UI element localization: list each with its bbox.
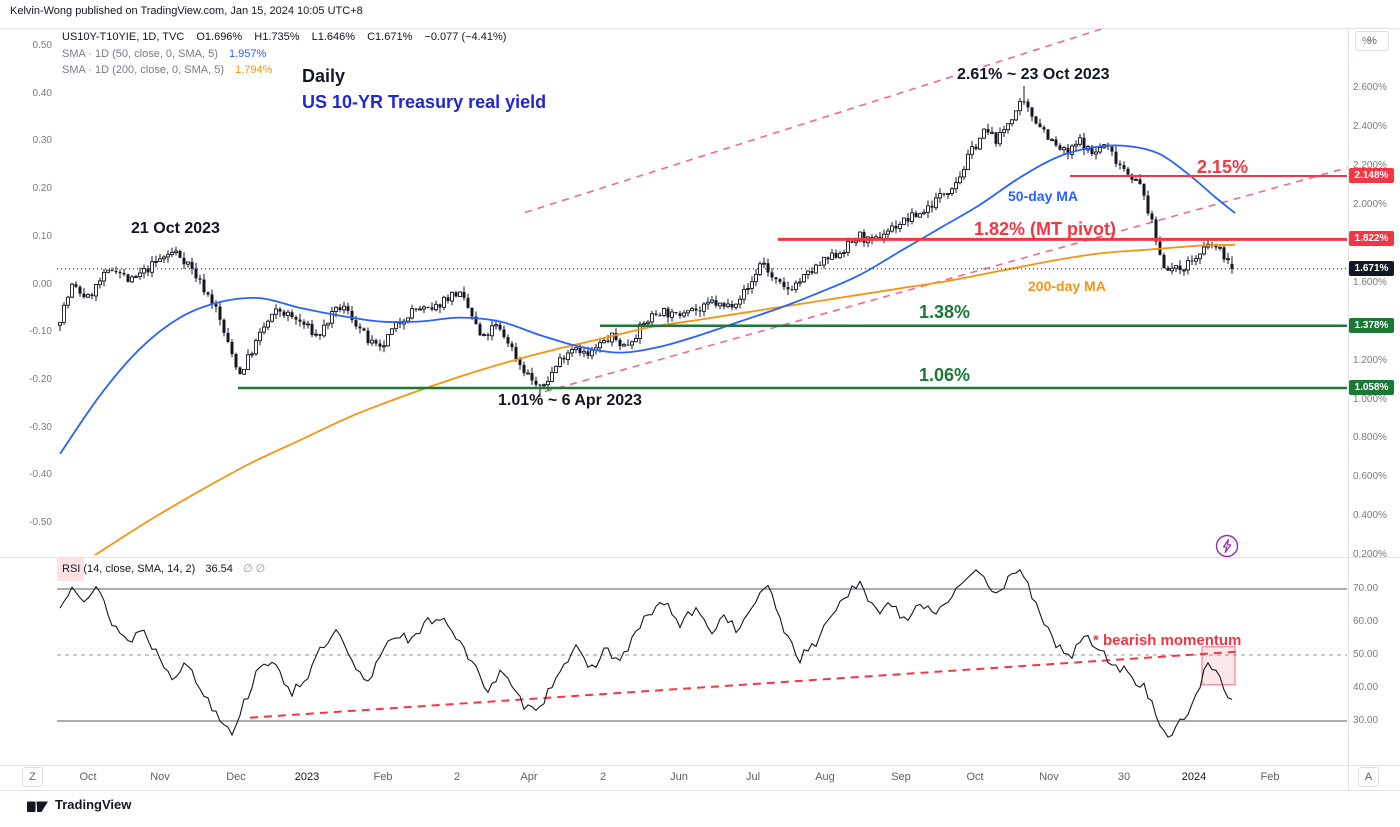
rsi-legend-label: RSI (14, close, SMA, 14, 2)	[62, 563, 196, 575]
sma200-legend[interactable]: SMA · 1D (200, close, 0, SMA, 5) 1.794%	[62, 64, 272, 76]
change-value: −0.077 (−4.41%)	[424, 31, 507, 43]
lightning-bolt-icon	[1215, 534, 1239, 558]
sma50-label: SMA · 1D (50, close, 0, SMA, 5)	[62, 48, 218, 60]
flash-button[interactable]	[1215, 534, 1239, 558]
left-scale-tick: 0.50	[32, 40, 52, 51]
annotation-daily: Daily	[302, 66, 346, 86]
main-pane-layer	[57, 29, 1347, 556]
annotation-support-1-38: 1.38%	[919, 302, 971, 322]
sma50-value: 1.957%	[228, 48, 267, 60]
time-label: 2	[599, 771, 607, 783]
divider-panes	[0, 557, 1400, 558]
publisher-line: Kelvin-Wong published on TradingView.com…	[10, 5, 363, 17]
annotation-support-1-06: 1.06%	[919, 365, 971, 385]
rsi-value: 36.54	[205, 563, 233, 575]
price-tick: 0.800%	[1353, 432, 1387, 443]
left-scale-tick: 0.40	[32, 88, 52, 99]
time-label: Jul	[745, 771, 761, 783]
annotation-chart-title: US 10-YR Treasury real yield	[302, 92, 547, 112]
ohlc-high: H1.735%	[254, 31, 300, 43]
annotation-left-peak-date: 21 Oct 2023	[131, 220, 220, 237]
sma200-label: SMA · 1D (200, close, 0, SMA, 5)	[62, 64, 225, 76]
time-label: Nov	[1039, 771, 1059, 783]
divider-footer	[0, 790, 1400, 791]
price-tick: 0.400%	[1353, 510, 1387, 521]
time-label: Oct	[79, 771, 97, 783]
tradingview-logo-icon	[27, 801, 48, 812]
price-tick: 2.600%	[1353, 82, 1387, 93]
divider-price-axis	[1348, 28, 1349, 790]
time-label: Dec	[226, 771, 246, 783]
left-scale-tick: 0.00	[32, 279, 52, 290]
ohlc-close: C1.671%	[367, 31, 413, 43]
divider-time-axis	[0, 765, 1400, 766]
time-label: 2024	[1181, 771, 1207, 783]
sma200-value: 1.794%	[235, 64, 273, 76]
price-tick: 1.000%	[1353, 394, 1387, 405]
rsi-pane-layer	[57, 558, 1347, 738]
time-label: Feb	[373, 771, 393, 783]
annotation-bearish-momentum: * bearish momentum	[1093, 632, 1242, 649]
left-scale-tick: 0.30	[32, 135, 52, 146]
price-badge: 2.148%	[1349, 168, 1394, 183]
rsi-tick: 50.00	[1353, 649, 1379, 660]
annotation-mt-pivot: 1.82% (MT pivot)	[974, 219, 1117, 239]
brand-name: TradingView	[55, 797, 132, 812]
rsi-tick: 30.00	[1353, 715, 1379, 726]
left-scale-tick: -0.20	[29, 374, 52, 385]
ohlc-open: O1.696%	[196, 31, 243, 43]
percent-scale-button[interactable]: %	[1355, 31, 1389, 51]
left-scale-tick: 0.20	[32, 183, 52, 194]
price-badge: 1.671%	[1349, 261, 1394, 276]
price-tick: 1.600%	[1353, 277, 1387, 288]
annotation-200day-ma: 200-day MA	[1028, 278, 1106, 294]
symbol-title[interactable]: US10Y-T10YIE, 1D, TVC	[62, 31, 185, 43]
price-badge: 1.058%	[1349, 380, 1394, 395]
sma50-legend[interactable]: SMA · 1D (50, close, 0, SMA, 5) 1.957%	[62, 48, 266, 60]
symbol-legend[interactable]: US10Y-T10YIE, 1D, TVC O1.696% H1.735% L1…	[62, 31, 506, 43]
time-label: Aug	[815, 771, 835, 783]
rsi-tick: 60.00	[1353, 616, 1379, 627]
price-tick: 0.200%	[1353, 549, 1387, 560]
rsi-hidden-values: ∅ ∅	[242, 563, 266, 575]
left-scale-tick: -0.30	[29, 422, 52, 433]
price-tick: 1.200%	[1353, 355, 1387, 366]
time-label: Nov	[150, 771, 170, 783]
time-label: 2023	[294, 771, 320, 783]
rsi-tick: 70.00	[1353, 583, 1379, 594]
annotation-resistance-2-15: 2.15%	[1197, 157, 1249, 177]
price-tick: 2.200%	[1353, 160, 1387, 171]
auto-scale-button[interactable]: A	[1358, 767, 1379, 787]
time-label: Jun	[670, 771, 688, 783]
left-scale-tick: 0.10	[32, 231, 52, 242]
time-label: Apr	[520, 771, 538, 783]
time-label: Sep	[891, 771, 911, 783]
price-tick: 0.600%	[1353, 471, 1387, 482]
rsi-tick: 40.00	[1353, 682, 1379, 693]
time-label: Oct	[966, 771, 984, 783]
rsi-legend[interactable]: RSI (14, close, SMA, 14, 2) 36.54 ∅ ∅	[62, 562, 265, 575]
time-label: 30	[1117, 771, 1131, 783]
annotation-trough-date: 1.01% ~ 6 Apr 2023	[498, 392, 642, 409]
zoom-reset-button[interactable]: Z	[22, 767, 43, 787]
left-scale-tick: -0.50	[29, 517, 52, 528]
tradingview-footer-logo[interactable]: TradingView	[27, 797, 131, 812]
price-badge: 1.378%	[1349, 318, 1394, 333]
ohlc-low: L1.646%	[311, 31, 356, 43]
price-tick: 2.000%	[1353, 199, 1387, 210]
price-tick: 2.400%	[1353, 121, 1387, 132]
price-badge: 1.822%	[1349, 231, 1394, 246]
annotation-50day-ma: 50-day MA	[1008, 188, 1079, 204]
left-scale-tick: -0.10	[29, 326, 52, 337]
annotation-right-peak: 2.61% ~ 23 Oct 2023	[957, 66, 1110, 83]
time-label: Feb	[1260, 771, 1280, 783]
divider-top	[0, 28, 1400, 29]
price-axis-unit: %	[1362, 36, 1371, 47]
left-scale-tick: -0.40	[29, 469, 52, 480]
time-label: 2	[453, 771, 461, 783]
